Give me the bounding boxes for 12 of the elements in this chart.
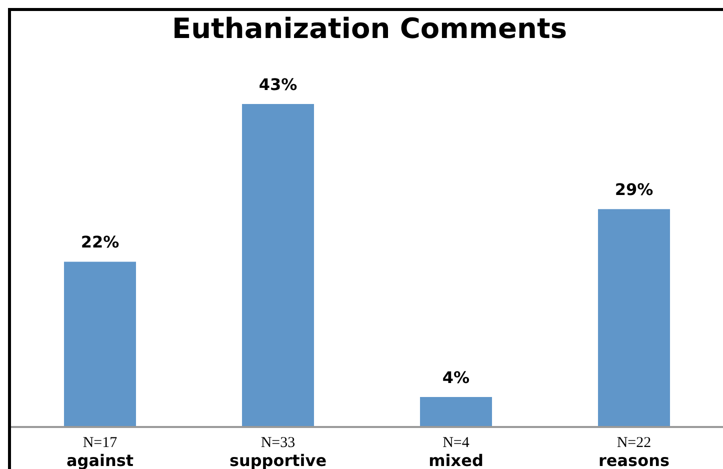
bar xyxy=(64,262,136,427)
x-tick-label: N=4 mixed xyxy=(428,435,484,469)
data-label: 4% xyxy=(442,368,470,387)
x-tick-label: N=22 reasons xyxy=(598,435,670,469)
data-label: 29% xyxy=(614,180,654,200)
data-label: 22% xyxy=(80,232,120,252)
bar xyxy=(242,104,314,427)
bar xyxy=(598,209,670,427)
data-label: 43% xyxy=(258,75,298,94)
bar xyxy=(420,396,492,427)
chart-title: Euthanization Comments xyxy=(170,12,568,45)
x-tick-label: N=33 supportive xyxy=(229,435,327,469)
